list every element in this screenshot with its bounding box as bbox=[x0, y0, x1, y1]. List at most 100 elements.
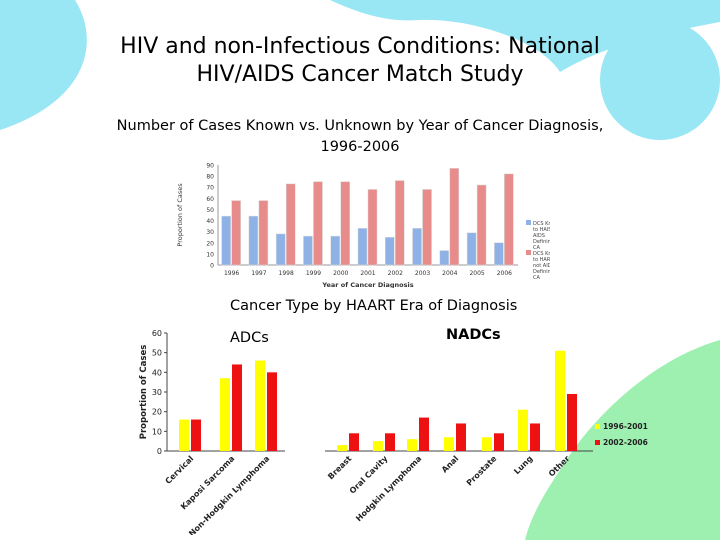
chart1-bar-known bbox=[275, 233, 286, 266]
chart1-legend-swatch bbox=[526, 220, 531, 225]
chart2-y-tick-label: 50 bbox=[152, 349, 162, 358]
chart1-x-tick-label: 2005 bbox=[469, 270, 484, 277]
chart1-y-tick-label: 60 bbox=[206, 196, 214, 203]
chart1-bar-known bbox=[385, 236, 395, 266]
chart1-legend-label: Defining bbox=[533, 239, 550, 245]
chart1-bar-unknown bbox=[231, 200, 241, 266]
chart1-x-axis-label: Year of Cancer Diagnosis bbox=[321, 281, 413, 288]
chart1-bar-unknown bbox=[285, 183, 296, 266]
chart1-bar-known bbox=[330, 235, 340, 266]
chart1-legend-label: CA bbox=[533, 245, 540, 251]
chart1-x-tick-label: 1998 bbox=[279, 270, 294, 277]
chart1-bar-unknown bbox=[422, 189, 432, 266]
chart1-bar-known bbox=[357, 228, 368, 266]
chart1-legend-label: DCS Known bbox=[533, 221, 550, 227]
chart2-y-tick-label: 20 bbox=[152, 408, 162, 417]
subtitle-line-2: 1996-2006 bbox=[320, 139, 400, 155]
chart1-x-tick-label: 2003 bbox=[415, 270, 430, 277]
chart2-y-tick-label: 10 bbox=[152, 427, 162, 436]
chart2-bar-2002-2006 bbox=[456, 423, 466, 451]
chart1-y-tick-label: 40 bbox=[206, 218, 214, 225]
chart2-caption: Cancer Type by HAART Era of Diagnosis bbox=[230, 298, 518, 314]
chart1-x-tick-label: 1999 bbox=[306, 270, 321, 277]
bottom-right-green-blob bbox=[525, 340, 720, 540]
title-line-1: HIV and non-Infectious Conditions: Natio… bbox=[120, 34, 600, 59]
chart2-legend-label: 2002-2006 bbox=[603, 438, 648, 447]
chart2-bar-1996-2001 bbox=[220, 378, 230, 451]
chart1-caption: Number of Cases Known vs. Unknown by Yea… bbox=[95, 116, 625, 158]
chart2-bar-1996-2001 bbox=[444, 437, 454, 451]
chart1-bar-known bbox=[303, 235, 313, 266]
nadcs-label: NADCs bbox=[446, 327, 501, 343]
chart2-x-tick-label: Prostate bbox=[465, 454, 499, 488]
chart2-bar-1996-2001 bbox=[482, 437, 492, 451]
chart1-legend-label: to HAIS as bbox=[533, 227, 550, 233]
chart2-bar-1996-2001 bbox=[555, 350, 565, 451]
chart2-bar-2002-2006 bbox=[191, 419, 201, 451]
chart2-x-tick-label: Hodgkin Lymphoma bbox=[354, 454, 423, 523]
chart2-bar-2002-2006 bbox=[419, 417, 429, 451]
left-cyan-blob bbox=[0, 0, 87, 130]
chart2-x-tick-label: Anal bbox=[440, 454, 461, 475]
chart1-bar-unknown bbox=[395, 180, 405, 266]
chart2-x-tick-label: Breast bbox=[326, 454, 353, 481]
adcs-label: ADCs bbox=[230, 330, 269, 346]
chart2-bar-1996-2001 bbox=[337, 445, 347, 451]
chart1-y-axis-label: Proportion of Cases bbox=[176, 183, 184, 247]
chart1-bar-unknown bbox=[476, 184, 487, 266]
chart1-y-tick-label: 20 bbox=[206, 240, 214, 247]
chart1-y-tick-label: 50 bbox=[206, 207, 214, 214]
chart1-legend-label: not AIDS bbox=[533, 263, 550, 269]
chart2-x-tick-label: Other bbox=[547, 454, 572, 479]
chart1-bar-unknown bbox=[340, 181, 350, 266]
chart1-bar-known bbox=[248, 215, 259, 266]
chart1-y-tick-label: 30 bbox=[206, 229, 214, 236]
chart1-bar-unknown bbox=[504, 173, 514, 266]
chart2-legend-swatch bbox=[595, 440, 600, 445]
chart2-bar-1996-2001 bbox=[179, 419, 189, 451]
subtitle-line-1: Number of Cases Known vs. Unknown by Yea… bbox=[116, 118, 604, 134]
chart2-bar-2002-2006 bbox=[232, 364, 242, 451]
chart2-y-axis-label: Proportion of Cases bbox=[139, 345, 149, 440]
chart2-bar-1996-2001 bbox=[407, 439, 417, 451]
chart2-bar-2002-2006 bbox=[349, 433, 359, 451]
chart1-y-tick-label: 80 bbox=[206, 174, 214, 181]
chart1-legend-label: DCS Known bbox=[533, 251, 550, 257]
chart1-x-tick-label: 2004 bbox=[442, 270, 457, 277]
right-cyan-circle bbox=[600, 20, 720, 140]
chart1-bar-known bbox=[412, 228, 422, 266]
chart2-y-tick-label: 0 bbox=[157, 447, 162, 456]
chart1-x-tick-label: 1996 bbox=[224, 270, 239, 277]
chart2-bar-2002-2006 bbox=[567, 393, 577, 451]
chart2-legend-label: 1996-2001 bbox=[603, 422, 648, 431]
chart1-legend-swatch bbox=[526, 250, 531, 255]
chart2-bar-1996-2001 bbox=[373, 441, 383, 451]
chart1-y-tick-label: 90 bbox=[206, 163, 214, 170]
chart2-y-tick-label: 60 bbox=[152, 329, 162, 338]
chart1-x-tick-label: 2006 bbox=[497, 270, 512, 277]
chart1-bar-unknown bbox=[449, 168, 460, 266]
chart1-legend-label: CA bbox=[533, 275, 540, 281]
chart1-bar-known bbox=[466, 232, 477, 266]
chart2-bar-2002-2006 bbox=[385, 433, 395, 451]
chart1-bar-unknown bbox=[367, 189, 378, 266]
chart2-x-tick-label: Cervical bbox=[164, 454, 196, 486]
chart1-y-tick-label: 0 bbox=[210, 263, 214, 270]
top-cyan-blob bbox=[330, 0, 720, 72]
chart1-bar-unknown bbox=[258, 200, 269, 266]
chart2-bar-1996-2001 bbox=[255, 360, 265, 451]
chart1-x-tick-label: 2001 bbox=[360, 270, 375, 277]
chart1-x-tick-label: 2000 bbox=[333, 270, 348, 277]
chart2-bar-2002-2006 bbox=[530, 423, 540, 451]
chart1-bar-unknown bbox=[313, 181, 323, 266]
chart2-y-tick-label: 40 bbox=[152, 368, 162, 377]
chart2-x-tick-label: Lung bbox=[512, 454, 534, 476]
chart1-y-tick-label: 10 bbox=[206, 251, 214, 258]
chart1-bar-known bbox=[439, 250, 450, 266]
chart1-legend-label: Defining bbox=[533, 269, 550, 275]
chart1-legend-label: AIDS bbox=[533, 233, 545, 239]
chart1-legend-label: to HARS bbox=[533, 257, 550, 263]
chart1-bar-known bbox=[494, 242, 504, 266]
